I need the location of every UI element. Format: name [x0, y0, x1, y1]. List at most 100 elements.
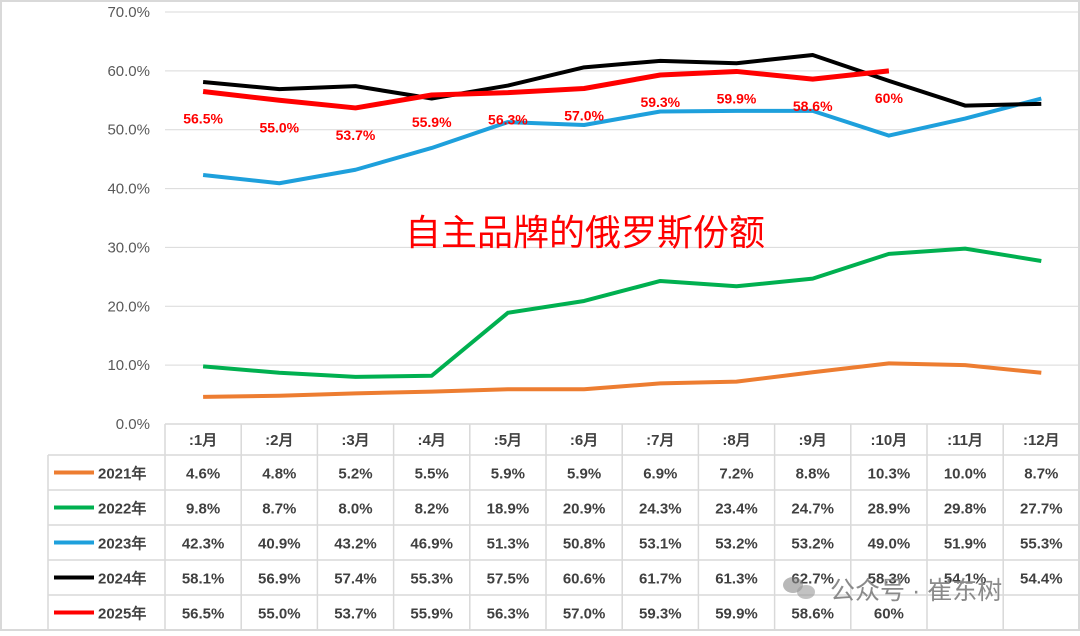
table-cell: 5.9%	[491, 466, 525, 483]
x-tick-label: :12月	[1023, 432, 1060, 449]
x-tick-label: :7月	[646, 432, 674, 449]
table-cell: 55.3%	[1020, 536, 1063, 553]
table-cell: 29.8%	[944, 501, 987, 518]
data-label: 55.0%	[259, 119, 299, 135]
data-label: 53.7%	[336, 127, 376, 143]
y-axis-ticks: 0.0% 10.0% 20.0% 30.0% 40.0% 50.0% 60.0% 70.0%	[107, 4, 150, 433]
y-tick-label: 70.0%	[107, 4, 150, 21]
table-cell: 58.3%	[868, 571, 911, 588]
table-cell: 60%	[874, 606, 904, 623]
table-cell: 59.3%	[639, 606, 682, 623]
table-cell: 57.4%	[334, 571, 377, 588]
table-cell: 53.1%	[639, 536, 682, 553]
table-cell: 8.7%	[262, 501, 296, 518]
table-cell: 20.9%	[563, 501, 606, 518]
table-cell: 42.3%	[182, 536, 225, 553]
table-cell: 8.0%	[338, 501, 372, 518]
series-line-2023年	[202, 96, 1042, 186]
table-cell: 61.3%	[715, 571, 758, 588]
table-cell: 10.0%	[944, 466, 987, 483]
table-cell: 55.0%	[258, 606, 301, 623]
data-label: 59.9%	[717, 90, 757, 106]
x-tick-label: :9月	[799, 432, 827, 449]
table-cell: 49.0%	[868, 536, 911, 553]
y-tick-label: 30.0%	[107, 239, 150, 256]
table-cell: 57.0%	[563, 606, 606, 623]
data-table: :1月:2月:3月:4月:5月:6月:7月:8月:9月:10月:11月:12月 2…	[47, 423, 1080, 631]
table-cell: 53.7%	[334, 606, 377, 623]
data-labels: 56.5% 55.0% 53.7% 55.9% 56.3% 57.0% 59.3% 59.9%…	[183, 90, 903, 143]
table-cell: 57.5%	[487, 571, 530, 588]
table-cell: 6.9%	[643, 466, 677, 483]
table-cell: 23.4%	[715, 501, 758, 518]
table-cell: 18.9%	[487, 501, 530, 518]
legend-label: 2024年	[98, 570, 146, 588]
table-cell: 8.2%	[415, 501, 449, 518]
data-label: 58.6%	[793, 98, 833, 114]
table-cell: 8.8%	[796, 466, 830, 483]
x-tick-label: :3月	[341, 432, 369, 449]
data-label: 57.0%	[564, 108, 604, 124]
y-tick-label: 40.0%	[107, 181, 150, 198]
data-label: 60%	[875, 90, 904, 106]
table-cell: 55.9%	[410, 606, 453, 623]
gridlines	[165, 11, 1078, 425]
chart-title: 自主品牌的俄罗斯份额	[405, 212, 765, 253]
data-label: 56.5%	[183, 110, 223, 126]
data-label: 55.9%	[412, 114, 452, 130]
table-cell: 56.3%	[487, 606, 530, 623]
table-cell: 58.1%	[182, 571, 225, 588]
x-tick-label: :1月	[189, 432, 217, 449]
y-tick-label: 50.0%	[107, 122, 150, 139]
data-label: 59.3%	[640, 94, 680, 110]
table-cell: 5.9%	[567, 466, 601, 483]
x-tick-label: :2月	[265, 432, 293, 449]
x-tick-label: :11月	[947, 432, 983, 449]
table-cell: 8.7%	[1024, 466, 1058, 483]
table-cell: 55.3%	[410, 571, 453, 588]
series-line-2025年	[202, 68, 890, 111]
y-tick-label: 10.0%	[107, 357, 150, 374]
table-cell: 4.6%	[186, 466, 220, 483]
table-cell: 9.8%	[186, 501, 220, 518]
series-line-2022年	[202, 246, 1042, 379]
table-cell: 40.9%	[258, 536, 301, 553]
table-cell: 56.9%	[258, 571, 301, 588]
table-cell: 54.4%	[1020, 571, 1063, 588]
legend-label: 2023年	[98, 535, 146, 553]
table-cell: 27.7%	[1020, 501, 1063, 518]
watermark-text: 公众号 · 崔东树	[830, 577, 1002, 605]
table-cell: 59.9%	[715, 606, 758, 623]
table-cell: 53.2%	[791, 536, 834, 553]
table-cell: 50.8%	[563, 536, 606, 553]
legend-label: 2025年	[98, 605, 146, 623]
x-tick-label: :5月	[494, 432, 522, 449]
table-cell: 5.5%	[415, 466, 449, 483]
table-cell: 24.3%	[639, 501, 682, 518]
y-tick-label: 0.0%	[116, 416, 150, 433]
series-lines	[202, 52, 1042, 399]
y-tick-label: 60.0%	[107, 63, 150, 80]
table-cell: 51.3%	[487, 536, 530, 553]
table-cell: 5.2%	[338, 466, 372, 483]
table-cell: 24.7%	[791, 501, 834, 518]
legend-label: 2021年	[98, 465, 146, 483]
table-cell: 10.3%	[868, 466, 911, 483]
table-cell: 4.8%	[262, 466, 296, 483]
table-cell: 58.6%	[791, 606, 834, 623]
table-cell: 51.9%	[944, 536, 987, 553]
table-cell: 56.5%	[182, 606, 225, 623]
x-tick-label: :8月	[722, 432, 750, 449]
x-tick-label: :6月	[570, 432, 598, 449]
table-cell: 61.7%	[639, 571, 682, 588]
x-tick-label: :4月	[418, 432, 446, 449]
table-cell: 46.9%	[410, 536, 453, 553]
table-cell: 7.2%	[719, 466, 753, 483]
table-cell: 28.9%	[868, 501, 911, 518]
data-label: 56.3%	[488, 112, 528, 128]
legend-label: 2022年	[98, 500, 146, 518]
table-cell: 60.6%	[563, 571, 606, 588]
table-cell: 54.1%	[944, 571, 987, 588]
